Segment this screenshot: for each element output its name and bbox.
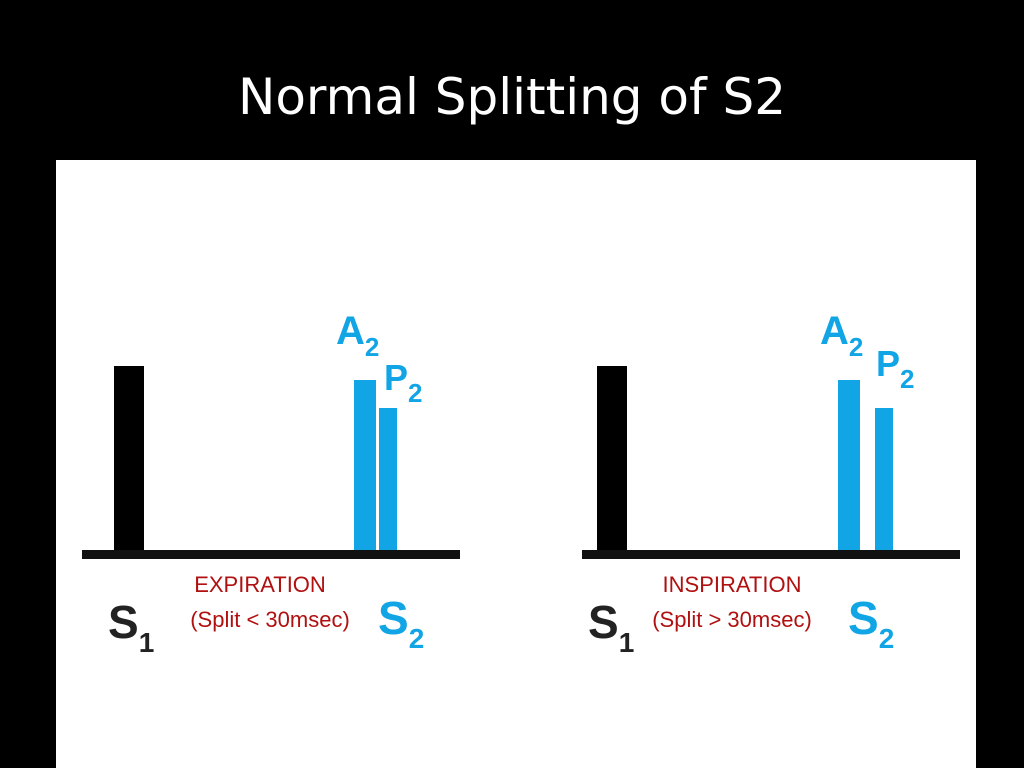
expiration-p2-label: P2 — [384, 357, 422, 408]
inspiration-a2-label: A2 — [820, 309, 863, 362]
expiration-s2-subscript: 2 — [409, 623, 425, 654]
inspiration-s2-label: S2 — [848, 592, 894, 654]
expiration-p2-subscript: 2 — [408, 378, 422, 408]
inspiration-split-label: (Split > 30msec) — [652, 607, 812, 632]
inspiration-phase-label: INSPIRATION — [663, 572, 802, 597]
expiration-diagram: A2 P2 S1 S2 EXPIRATION (Split < 30msec) — [82, 309, 460, 658]
expiration-baseline — [82, 550, 460, 559]
inspiration-p2-bar — [875, 408, 893, 554]
expiration-s1-label: S1 — [108, 596, 154, 658]
expiration-a2-bar — [354, 380, 376, 554]
inspiration-a2-bar — [838, 380, 860, 554]
inspiration-a2-subscript: 2 — [849, 332, 863, 362]
expiration-phase-label: EXPIRATION — [194, 572, 326, 597]
expiration-s1-bar — [114, 366, 144, 554]
inspiration-diagram: A2 P2 S1 S2 INSPIRATION (Split > 30msec) — [582, 309, 960, 658]
expiration-s2-label: S2 — [378, 592, 424, 654]
expiration-a2-subscript: 2 — [365, 332, 379, 362]
expiration-split-label: (Split < 30msec) — [190, 607, 350, 632]
expiration-s1-subscript: 1 — [139, 627, 155, 658]
expiration-p2-bar — [379, 408, 397, 554]
inspiration-p2-subscript: 2 — [900, 364, 914, 394]
inspiration-s1-bar — [597, 366, 627, 554]
heart-sounds-diagram: A2 P2 S1 S2 EXPIRATION (Split < 30msec) … — [82, 309, 960, 658]
diagram-panel: A2 P2 S1 S2 EXPIRATION (Split < 30msec) … — [56, 160, 976, 768]
inspiration-s2-subscript: 2 — [879, 623, 895, 654]
expiration-a2-label: A2 — [336, 309, 379, 362]
inspiration-p2-label: P2 — [876, 343, 914, 394]
inspiration-s1-label: S1 — [588, 596, 634, 658]
inspiration-s1-subscript: 1 — [619, 627, 635, 658]
inspiration-baseline — [582, 550, 960, 559]
slide-title: Normal Splitting of S2 — [237, 68, 787, 126]
